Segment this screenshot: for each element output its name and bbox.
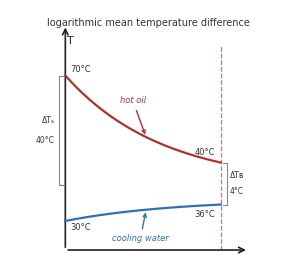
Title: logarithmic mean temperature difference: logarithmic mean temperature difference (47, 18, 250, 28)
Text: ΔTʙ: ΔTʙ (230, 171, 244, 180)
Text: 70°C: 70°C (70, 65, 91, 74)
Text: 40°C: 40°C (36, 135, 54, 144)
Text: 30°C: 30°C (70, 223, 91, 232)
Text: 40°C: 40°C (194, 148, 215, 157)
Text: 36°C: 36°C (194, 210, 215, 219)
Text: hot oil: hot oil (120, 96, 146, 133)
Text: cooling water: cooling water (112, 214, 169, 243)
Text: ΔTₐ: ΔTₐ (42, 116, 54, 124)
Text: T: T (67, 36, 74, 45)
Text: 4°C: 4°C (230, 187, 244, 196)
